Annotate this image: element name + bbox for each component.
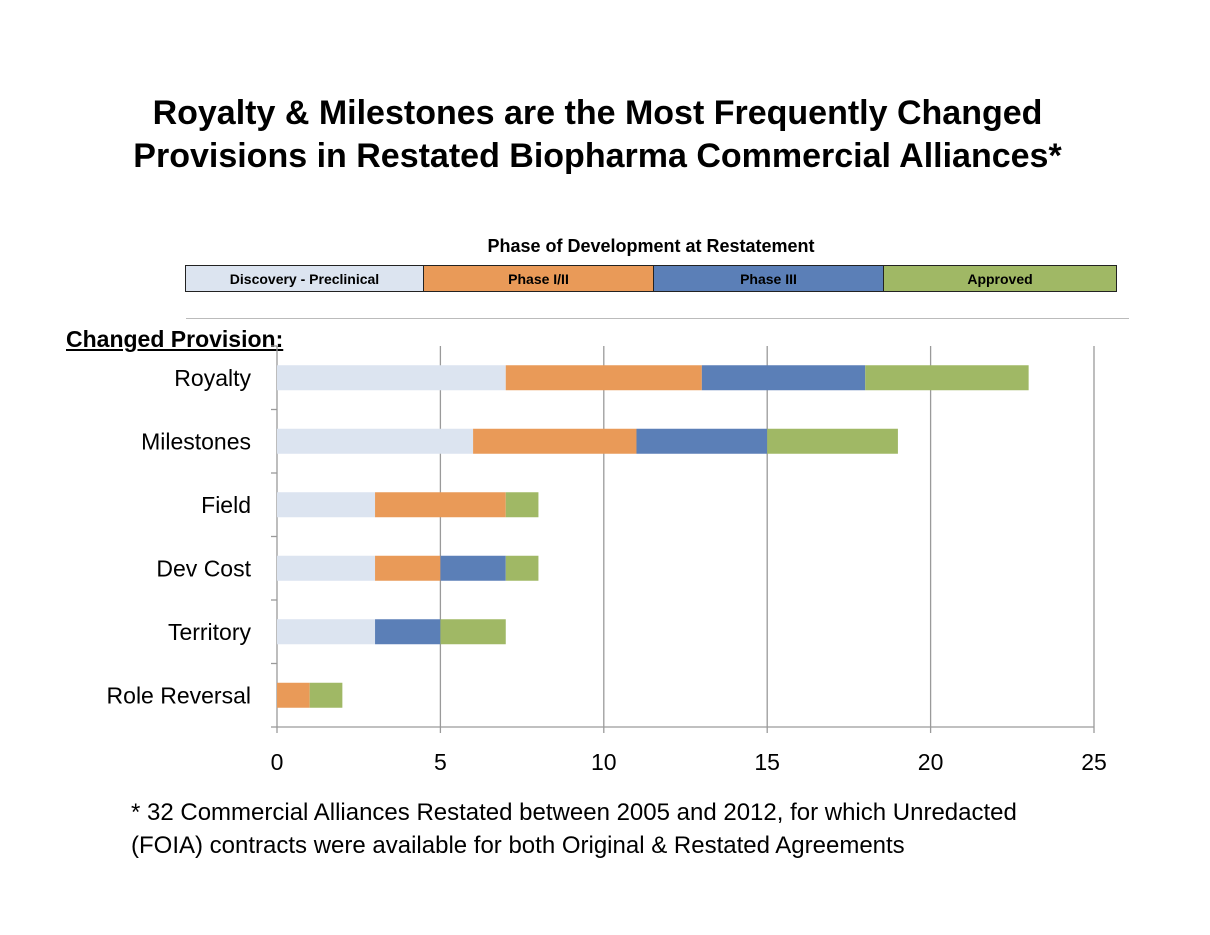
- category-label: Royalty: [174, 365, 251, 391]
- y-axis-title: Changed Provision:: [66, 326, 284, 352]
- bar-segment: [277, 365, 506, 391]
- legend-item-phase-1-2: Phase I/II: [424, 266, 654, 291]
- bar-segment: [277, 492, 376, 518]
- bar-segment: [277, 428, 474, 454]
- legend: Discovery - Preclinical Phase I/II Phase…: [185, 265, 1117, 292]
- legend-title: Phase of Development at Restatement: [487, 236, 815, 256]
- bar-segment: [865, 365, 1029, 391]
- legend-item-approved: Approved: [884, 266, 1116, 291]
- bar-segment: [636, 428, 768, 454]
- bar-segment: [767, 428, 898, 454]
- chart-title-line-1: Royalty & Milestones are the Most Freque…: [152, 94, 1043, 132]
- category-label: Role Reversal: [107, 682, 251, 708]
- x-tick-label: 25: [1081, 749, 1107, 775]
- bar-segment: [375, 619, 441, 645]
- bar-segment: [505, 492, 539, 518]
- x-tick-label: 0: [271, 749, 284, 775]
- chart-title: Royalty & Milestones are the Most Freque…: [0, 92, 1195, 178]
- x-tick-label: 10: [591, 749, 617, 775]
- bar-segment: [277, 619, 376, 645]
- bar-segment: [375, 555, 441, 581]
- footnote: * 32 Commercial Alliances Restated betwe…: [131, 796, 1017, 862]
- bar-segment: [505, 555, 539, 581]
- category-label: Dev Cost: [156, 555, 251, 581]
- bar-segment: [701, 365, 866, 391]
- bar-segment: [473, 428, 637, 454]
- legend-item-discovery: Discovery - Preclinical: [186, 266, 424, 291]
- bar-segment: [375, 492, 506, 518]
- category-label: Milestones: [141, 428, 251, 454]
- x-tick-label: 5: [434, 749, 447, 775]
- bar-segment: [440, 619, 506, 645]
- bar-segment: [440, 555, 506, 581]
- legend-item-phase-3: Phase III: [654, 266, 884, 291]
- category-label: Field: [201, 492, 251, 518]
- footnote-line-1: * 32 Commercial Alliances Restated betwe…: [131, 799, 1017, 826]
- footnote-line-2: (FOIA) contracts were available for both…: [131, 832, 905, 859]
- bar-segment: [277, 555, 376, 581]
- bar-segment: [277, 682, 310, 708]
- bar-segment: [309, 682, 343, 708]
- x-tick-label: 20: [918, 749, 944, 775]
- x-tick-label: 15: [754, 749, 780, 775]
- category-label: Territory: [168, 619, 252, 645]
- chart-title-line-2: Provisions in Restated Biopharma Commerc…: [133, 137, 1062, 175]
- separator-line: [186, 318, 1129, 319]
- bar-segment: [505, 365, 702, 391]
